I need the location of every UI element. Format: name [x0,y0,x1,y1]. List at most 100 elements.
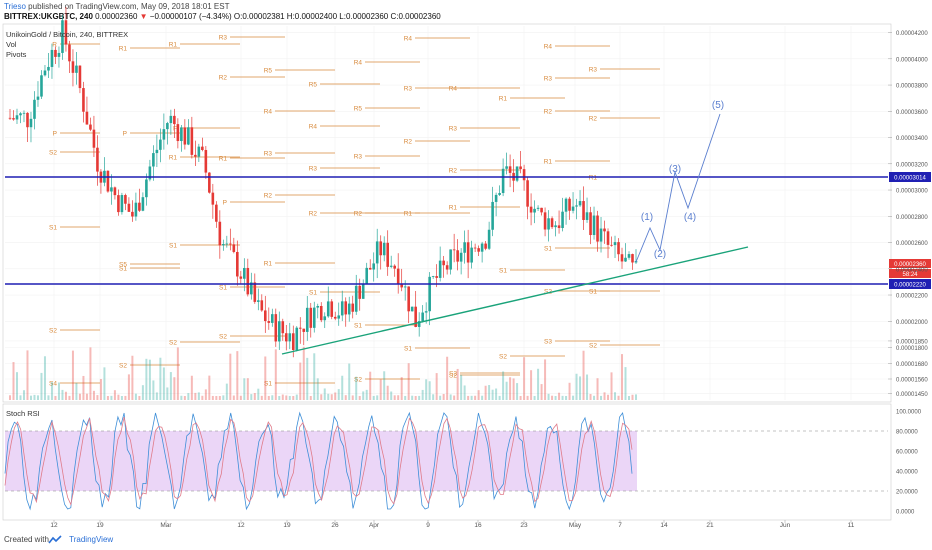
x-tick-label: Mar [160,522,172,529]
candle-body [222,244,225,246]
candle-body [340,301,344,316]
candle-body [617,242,620,255]
volume-bar [148,359,151,400]
pivot-label: R3 [589,67,598,74]
footer: Created with TradingView [4,535,113,544]
volume-bar [145,358,148,400]
volume-bar [435,373,438,400]
volume-bar [299,362,302,400]
candle-body [431,276,435,277]
candle-body [309,307,313,328]
candle-body [487,229,491,249]
volume-bar [575,373,578,400]
volume-bar [117,394,120,400]
candle-body [26,112,29,128]
volume-bar [362,391,365,400]
candle-body [428,276,431,312]
candle-body [403,286,407,288]
volume-bar [103,367,106,400]
volume-bar [582,350,585,400]
candle-body [260,300,264,311]
volume-bar [456,368,459,400]
candle-body [169,115,173,124]
candle-body [229,243,232,245]
volume-bar [526,395,529,400]
trendline[interactable] [281,246,749,355]
volume-bar [89,347,92,400]
candle-body [162,129,166,140]
pivot-label: R3 [544,76,553,83]
pivot-label: R2 [404,139,413,146]
volume-bar [505,381,508,400]
tradingview-logo-icon [48,535,62,544]
y-tick-label: 0.00004000 [896,57,928,63]
candle-body [148,166,152,180]
volume-bar [295,394,298,400]
pivot-label: S3 [544,339,552,346]
current-price-label: 0.00002360 [894,262,926,268]
volume-bar [267,395,270,400]
candle-body [215,204,218,222]
volume-bar [152,380,155,400]
author-link[interactable]: Trieso [4,2,26,11]
x-tick-label: May [569,522,582,529]
pivot-label: S1 [264,381,272,388]
pivot-label: F [173,126,177,133]
candle-body [110,187,113,192]
candle-body [333,316,337,319]
volume-bar [211,395,214,400]
candle-body [64,20,68,45]
volume-bar [47,395,50,400]
candle-body [610,244,613,246]
candle-body [379,241,383,256]
volume-bar [229,353,232,400]
candle-body [361,283,365,299]
volume-bar [323,388,326,400]
y-tick-label: 0.00001680 [896,362,928,368]
candle-body [194,154,197,157]
candle-body [85,111,89,125]
volume-bar [208,375,211,400]
pivot-label: S1 [544,246,552,253]
pivot-label: R1 [544,159,553,166]
volume-bar [215,395,218,400]
candle-body [291,333,295,351]
candle-body [82,88,85,112]
candle-body [257,300,260,302]
volume-bar [516,383,519,400]
candle-body [319,306,323,321]
stoch-tick-label: 20.0000 [896,490,918,496]
volume-bar [596,378,599,400]
volume-bar [57,382,60,400]
candle-body [438,260,442,278]
candle-body [281,321,285,334]
volume-bar [386,385,389,400]
candle-body [337,315,341,319]
x-tick-label: 7 [618,522,622,529]
candle-body [424,311,428,313]
y-tick-label: 0.00003400 [896,136,928,142]
pivot-label: R1 [589,175,598,182]
candle-body [414,306,417,327]
candle-body [96,147,99,172]
tradingview-brand[interactable]: TradingView [69,535,114,544]
pivot-label: S2 [169,340,177,347]
x-tick-label: 12 [50,522,58,529]
candle-body [54,49,57,57]
candle-body [43,70,47,76]
volume-bar [22,390,25,400]
volume-bar [470,395,473,400]
candle-body [547,218,550,230]
volume-bar [355,376,358,400]
candle-body [568,198,571,211]
candle-body [375,241,379,264]
candle-body [33,99,36,119]
candle-body [578,201,582,206]
volume-bar [204,389,207,400]
publish-info: published on TradingView.com, May 09, 20… [28,2,230,11]
y-tick-label: 0.00003200 [896,162,928,168]
pivot-label: S2 [354,377,362,384]
wave-projection[interactable] [635,113,721,263]
volume-bar [124,395,127,400]
